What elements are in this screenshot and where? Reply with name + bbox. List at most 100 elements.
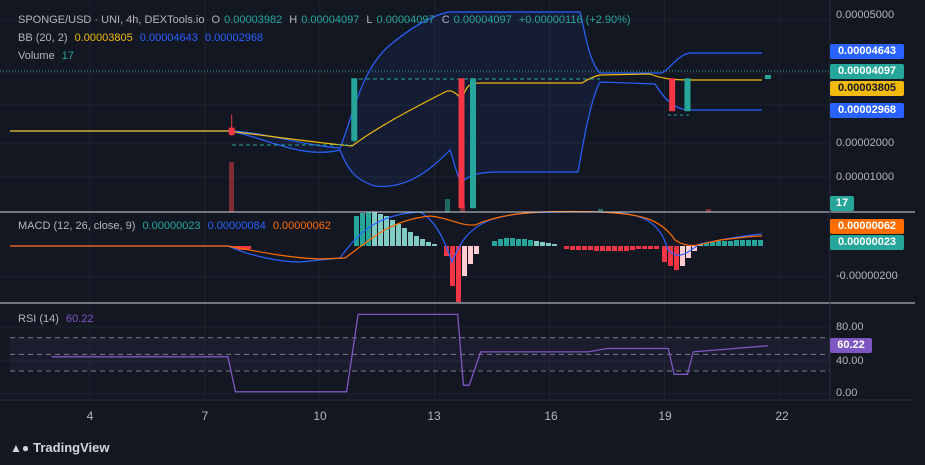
macd-hist-bar-35 — [552, 244, 557, 246]
macd-hist-bar-11 — [390, 220, 395, 246]
macd-hist-bar-60 — [710, 242, 715, 246]
macd-hist-bar-42 — [600, 246, 605, 251]
open-value: 0.00003982 — [224, 14, 283, 26]
macd-signal-line — [10, 210, 763, 260]
macd-hist-bar-62 — [722, 241, 727, 246]
macd-hist-bar-32 — [534, 241, 539, 246]
macd-hist-bar-68 — [758, 240, 763, 246]
macd-hist-bar-46 — [624, 246, 629, 251]
close-price-tag: 0.00004097 — [830, 64, 904, 79]
x-tick-19: 19 — [658, 409, 672, 423]
change-value: +0.00000116 (+2.90%) — [518, 14, 631, 26]
macd-line-value: 0.00000084 — [207, 220, 266, 232]
high-label: H — [289, 14, 298, 26]
volume-bar-3 — [598, 209, 603, 212]
macd-hist-bar-63 — [728, 241, 733, 246]
bb-upper-value: 0.00004643 — [139, 32, 198, 44]
macd-hist-bar-16 — [420, 239, 425, 246]
macd-hist-bar-67 — [752, 240, 757, 246]
macd-hist-bar-19 — [444, 246, 449, 256]
rsi-value-tag: 60.22 — [830, 338, 872, 353]
bb-lower-tag: 0.00002968 — [830, 103, 904, 118]
macd-hist-bar-23 — [468, 246, 473, 264]
rsi-pane — [10, 313, 830, 393]
macd-hist-bar-17 — [426, 242, 431, 246]
macd-hist-bar-21 — [456, 246, 461, 302]
macd-hist-bar-4 — [246, 246, 251, 249]
price-tick-1: 0.00002000 — [836, 137, 895, 149]
bb-upper-line — [10, 11, 762, 149]
candle-body-5 — [684, 78, 691, 112]
candle-body-3 — [470, 78, 476, 209]
macd-hist-bar-43 — [606, 246, 611, 251]
bb-lower-line — [10, 81, 762, 187]
rsi-name: RSI (14) — [18, 313, 59, 325]
volume-bars — [229, 162, 711, 212]
macd-hist-bar-44 — [612, 246, 617, 251]
bb-basis-tag: 0.00003805 — [830, 81, 904, 96]
macd-hist-bar-3 — [242, 246, 247, 250]
macd-hist-bar-27 — [504, 238, 509, 246]
macd-hist-bar-49 — [642, 246, 647, 249]
macd-hist-bar-22 — [462, 246, 467, 276]
bb-lower-value: 0.00002968 — [204, 32, 264, 44]
rsi-line — [51, 313, 768, 393]
macd-hist-bar-31 — [528, 240, 533, 246]
candle-body-0 — [228, 127, 235, 135]
bb-legend: BB (20, 2) 0.00003805 0.00004643 0.00002… — [18, 32, 267, 44]
tradingview-logo[interactable]: ▲● TradingView — [10, 440, 109, 455]
macd-hist-bar-53 — [668, 246, 673, 266]
macd-hist-bar-52 — [662, 246, 667, 262]
x-tick-10: 10 — [313, 409, 327, 423]
macd-hist-bar-5 — [354, 216, 359, 246]
macd-hist-bar-54 — [674, 246, 679, 270]
candle-body-6 — [764, 75, 771, 79]
macd-hist-bar-51 — [654, 246, 659, 249]
bb-fill-area-2 — [228, 131, 340, 153]
candle-body-4 — [669, 78, 676, 112]
macd-signal-tag: 0.00000062 — [830, 219, 904, 234]
macd-hist-bar-30 — [522, 239, 527, 246]
macd-hist-bar-36 — [564, 246, 569, 249]
macd-hist-bar-28 — [510, 238, 515, 246]
macd-hist-bar-29 — [516, 239, 521, 246]
macd-hist-bar-12 — [396, 224, 401, 246]
volume-name: Volume — [18, 50, 55, 62]
volume-bar-1 — [445, 199, 450, 212]
macd-hist-bar-14 — [408, 232, 413, 246]
macd-hist-bar-48 — [636, 246, 641, 249]
macd-hist-bar-10 — [384, 216, 389, 246]
macd-hist-bar-8 — [372, 212, 377, 246]
volume-value: 17 — [61, 50, 75, 62]
right-edge — [915, 0, 925, 465]
macd-hist-bar-25 — [492, 241, 497, 246]
macd-hist-bar-57 — [692, 246, 697, 251]
rsi-legend: RSI (14) 60.22 — [18, 313, 98, 325]
grid-lines — [0, 0, 830, 400]
tradingview-icon: ▲● — [10, 441, 30, 455]
macd-hist-bar-13 — [402, 228, 407, 246]
low-label: L — [366, 14, 373, 26]
volume-tag: 17 — [830, 196, 854, 211]
candlesticks — [228, 75, 771, 209]
x-tick-13: 13 — [427, 409, 441, 423]
macd-hist-bar-15 — [414, 236, 419, 246]
macd-hist-bar-65 — [740, 240, 745, 246]
macd-hist-bar-26 — [498, 239, 503, 246]
candle-body-1 — [351, 78, 358, 141]
macd-hist-bar-38 — [576, 246, 581, 250]
tradingview-wordmark: TradingView — [33, 440, 110, 455]
macd-hist-bar-37 — [570, 246, 575, 250]
macd-hist-value: 0.00000023 — [142, 220, 201, 232]
close-label: C — [441, 14, 450, 26]
ohlc-legend: SPONGE/USD · UNI, 4h, DEXTools.io O 0.000… — [18, 14, 635, 26]
macd-hist-bar-64 — [734, 240, 739, 246]
bb-name: BB (20, 2) — [18, 32, 68, 44]
close-value: 0.00004097 — [453, 14, 512, 26]
x-tick-22: 22 — [775, 409, 789, 423]
macd-hist-bar-24 — [474, 246, 479, 254]
rsi-tick-80: 80.00 — [836, 321, 864, 333]
volume-bar-2 — [460, 205, 465, 212]
candle-body-2 — [458, 78, 465, 209]
